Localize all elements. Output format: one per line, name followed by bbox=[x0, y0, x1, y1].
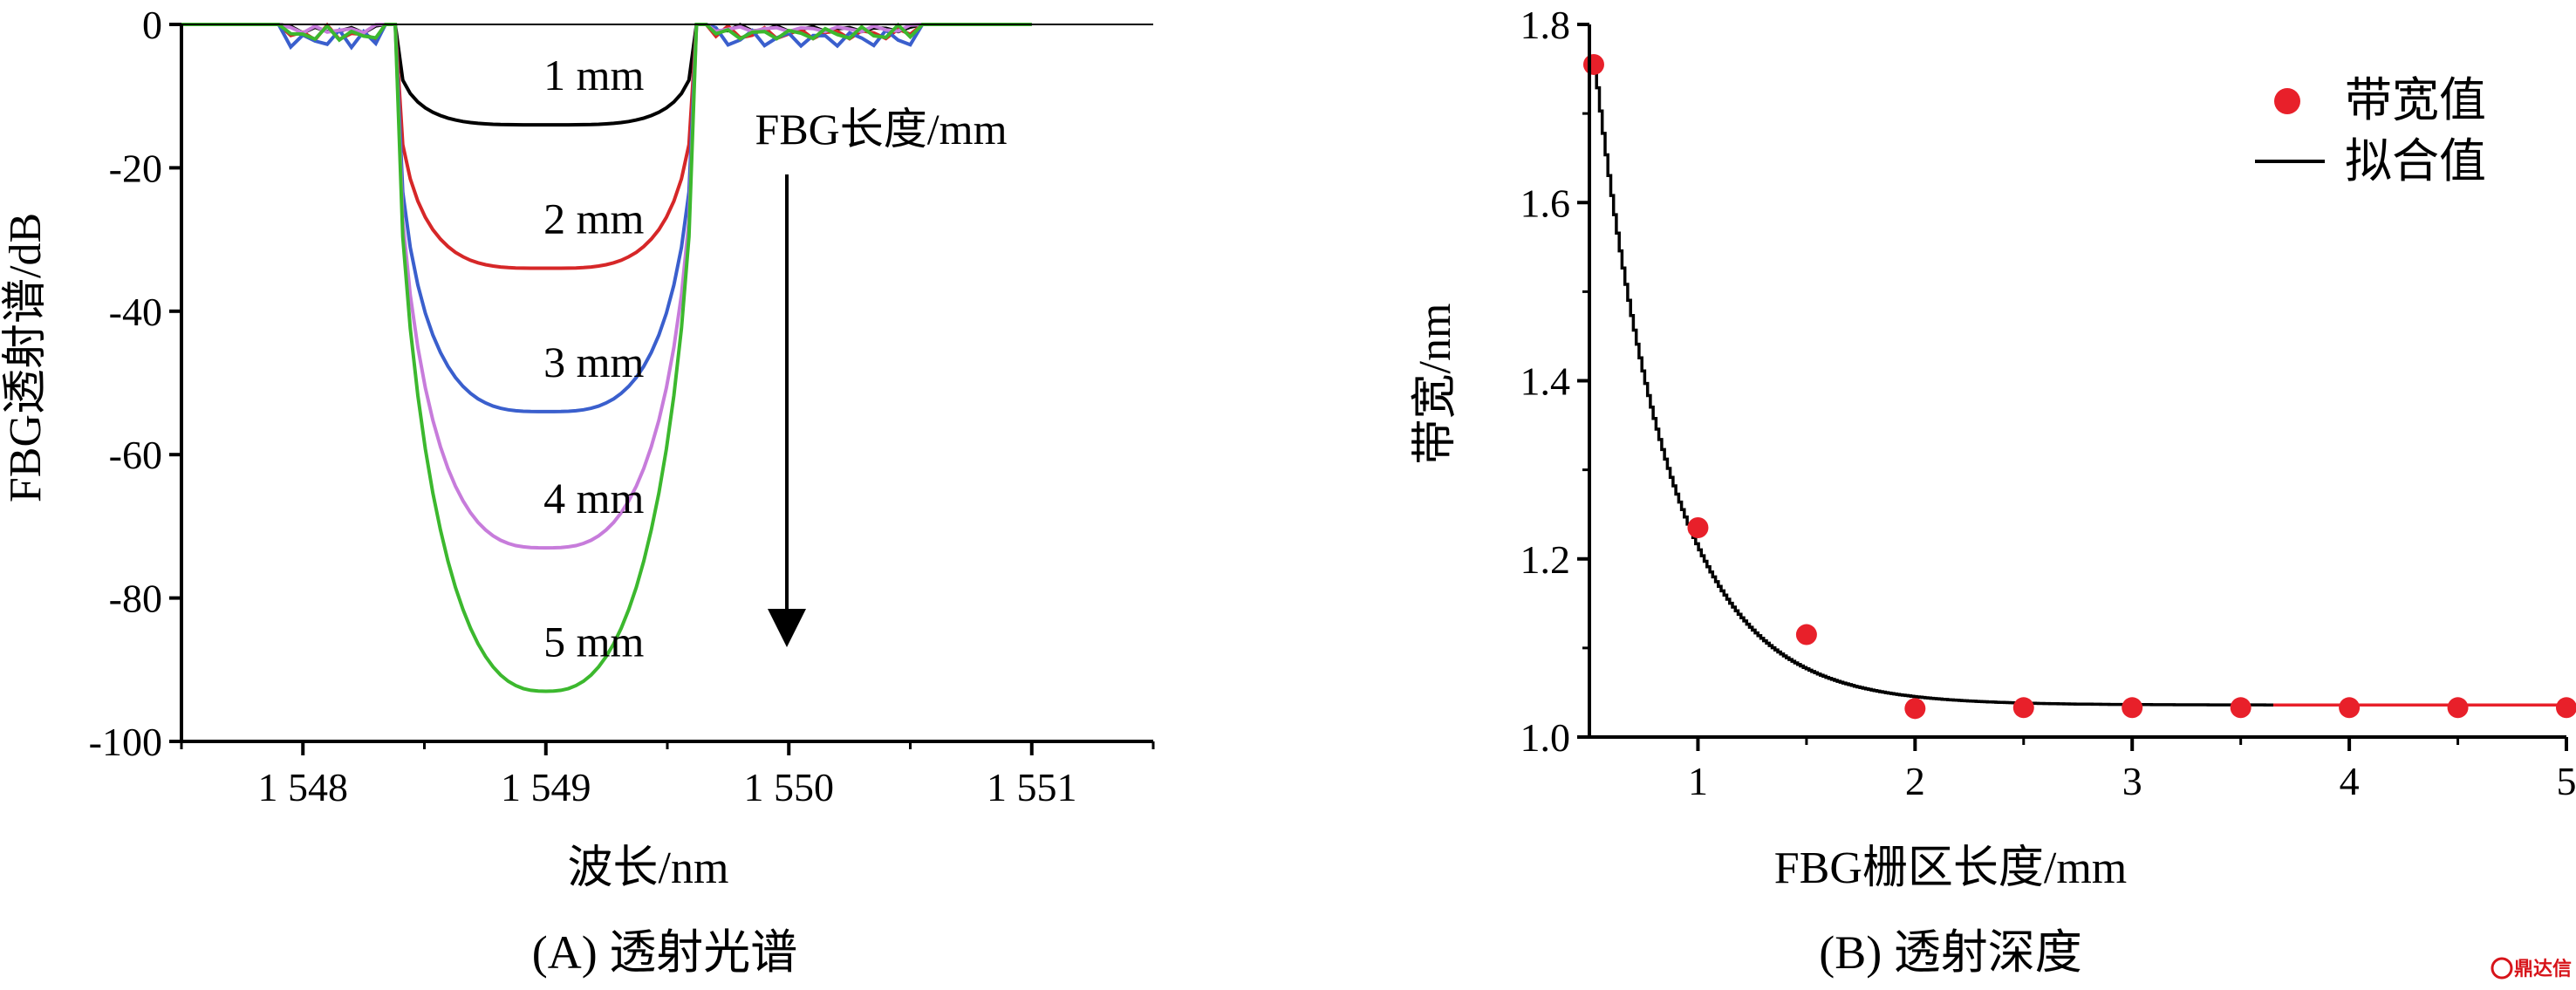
x-tick-label: 2 bbox=[1905, 759, 1925, 803]
x-tick-label: 4 bbox=[2340, 759, 2360, 803]
y-tick-label: 1.8 bbox=[1520, 3, 1571, 47]
x-tick-label: 1 548 bbox=[258, 765, 349, 809]
series-line-5 bbox=[181, 22, 1032, 693]
x-tick-label: 1 550 bbox=[744, 765, 835, 809]
panel-a-ticks: 0 -20 -40 -60 -80 -100 1 548 1 549 1 550 1 551 bbox=[89, 3, 1155, 809]
x-tick-label: 1 bbox=[1688, 759, 1708, 803]
series-label-2: 2 mm bbox=[543, 194, 644, 242]
y-tick-label: 0 bbox=[142, 3, 162, 47]
series-line-3 bbox=[181, 23, 1032, 413]
legend-label-bandwidth: 带宽值 bbox=[2345, 74, 2486, 126]
panel-b-caption: (B) 透射深度 bbox=[1819, 926, 2081, 979]
series-line-4 bbox=[181, 23, 1032, 550]
x-tick-label: 1 549 bbox=[501, 765, 591, 809]
y-tick-label: 1.6 bbox=[1520, 181, 1571, 225]
panel-b-legend: 带宽值 拟合值 bbox=[2255, 74, 2486, 188]
legend-marker-bandwidth bbox=[2274, 88, 2300, 114]
watermark: 鼎达信 bbox=[2491, 957, 2572, 980]
data-point-2 bbox=[1687, 517, 1709, 539]
data-point-3 bbox=[1795, 624, 1817, 645]
x-tick-label: 3 bbox=[2122, 759, 2142, 803]
series-label-5: 5 mm bbox=[543, 617, 644, 666]
panel-a-plot-area: 1 mm 2 mm 3 mm 4 mm 5 mm bbox=[180, 22, 1153, 743]
series-label-1: 1 mm bbox=[543, 51, 644, 99]
y-tick-label: 1.4 bbox=[1520, 359, 1571, 404]
series-label-4: 4 mm bbox=[543, 474, 644, 522]
x-tick-label: 5 bbox=[2557, 759, 2576, 803]
panel-b: 1.0 1.2 1.4 1.6 1.8 1 2 3 4 5 FBG栅区长度/mm 带宽/nm (B… bbox=[1411, 3, 2576, 979]
x-tick-label: 1 551 bbox=[987, 765, 1077, 809]
legend-label-fit: 拟合值 bbox=[2345, 135, 2486, 188]
data-point-5 bbox=[2012, 697, 2034, 719]
y-tick-label: 1.2 bbox=[1520, 537, 1571, 582]
watermark-text: 鼎达信 bbox=[2514, 958, 2572, 980]
data-point-10 bbox=[2556, 697, 2576, 719]
panel-a-x-axis-title: 波长/nm bbox=[568, 843, 729, 893]
y-tick-label: 1.0 bbox=[1520, 715, 1571, 760]
fit-curve bbox=[1594, 62, 2273, 707]
y-tick-label: -20 bbox=[109, 146, 162, 190]
data-point-7 bbox=[2230, 697, 2251, 719]
watermark-logo-icon bbox=[2491, 957, 2513, 980]
data-point-1 bbox=[1582, 53, 1604, 75]
panel-b-ticks: 1.0 1.2 1.4 1.6 1.8 1 2 3 4 5 bbox=[1520, 3, 2576, 803]
y-tick-label: -80 bbox=[109, 577, 162, 621]
panel-b-x-axis-title: FBG栅区长度/mm bbox=[1774, 843, 2128, 893]
data-point-4 bbox=[1904, 698, 1926, 720]
data-point-9 bbox=[2447, 697, 2469, 719]
y-tick-label: -40 bbox=[109, 290, 162, 334]
data-point-8 bbox=[2339, 697, 2361, 719]
y-tick-label: -100 bbox=[89, 720, 162, 764]
panel-a-caption: (A) 透射光谱 bbox=[532, 926, 797, 979]
panel-a-annotation: FBG长度/mm bbox=[755, 105, 1008, 154]
panel-b-plot-area bbox=[1582, 24, 2576, 739]
data-point-6 bbox=[2122, 697, 2143, 719]
panel-a: 1 mm 2 mm 3 mm 4 mm 5 mm 0 -20 -40 -60 -80 -100 1 … bbox=[1, 3, 1155, 979]
panel-a-y-axis-title: FBG透射谱/dB bbox=[1, 213, 51, 502]
y-tick-label: -60 bbox=[109, 433, 162, 477]
panel-a-down-arrow bbox=[768, 174, 806, 647]
panel-b-y-axis-title: 带宽/nm bbox=[1411, 304, 1460, 465]
series-label-3: 3 mm bbox=[543, 338, 644, 386]
